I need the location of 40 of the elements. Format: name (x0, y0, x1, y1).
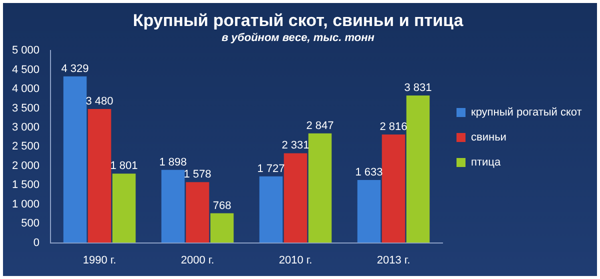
data-label: 3 480 (86, 96, 114, 108)
data-label: 4 329 (61, 62, 89, 75)
y-tick-label: 1 000 (12, 198, 40, 210)
y-tick-label: 2 500 (12, 140, 40, 153)
chart-subtitle: в убойном весе, тыс. тонн (222, 32, 375, 44)
data-label: 768 (212, 200, 232, 212)
x-tick-label: 2013 г. (376, 254, 410, 266)
data-label: 1 898 (159, 156, 187, 168)
data-label: 1 578 (184, 168, 212, 181)
bar (88, 109, 112, 243)
bar (308, 133, 332, 243)
chart-title: Крупный рогатый скот, свиньи и птица (132, 10, 464, 30)
legend-label: птица (471, 156, 502, 169)
bar (112, 174, 136, 243)
bar (357, 180, 381, 243)
y-tick-label: 5 000 (12, 44, 40, 57)
bar (186, 182, 210, 243)
y-tick-label: 0 (33, 236, 40, 249)
legend-label: крупный рогатый скот (471, 106, 582, 119)
x-tick-label: 2010 г. (278, 254, 312, 266)
bar (284, 153, 308, 243)
legend-label: свиньи (471, 132, 506, 144)
bar (161, 170, 185, 243)
bar (210, 213, 234, 243)
data-label: 2 847 (306, 120, 334, 132)
y-tick-label: 4 000 (12, 83, 40, 96)
y-tick-label: 2 000 (12, 160, 40, 172)
bar (63, 76, 87, 243)
x-tick-label: 2000 г. (180, 254, 214, 266)
bar (406, 96, 430, 243)
y-tick-label: 500 (21, 218, 40, 230)
data-label: 3 831 (404, 82, 432, 94)
x-tick-label: 1990 г. (82, 254, 116, 266)
y-tick-label: 4 500 (12, 64, 40, 76)
y-tick-label: 3 000 (12, 122, 40, 134)
bar (259, 176, 283, 243)
data-label: 1 801 (110, 160, 138, 172)
bar (382, 134, 406, 243)
y-tick-label: 1 500 (12, 179, 40, 192)
y-tick-label: 3 500 (12, 102, 40, 114)
